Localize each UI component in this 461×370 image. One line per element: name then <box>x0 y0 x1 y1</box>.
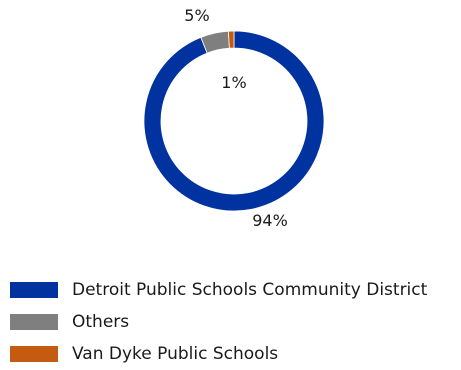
slice-labels: 94% 5% 1% <box>184 6 287 230</box>
donut-slices <box>143 30 325 212</box>
slice-label-van-dyke: 1% <box>221 73 246 92</box>
legend-label-others: Others <box>72 312 130 332</box>
legend-item-detroit: Detroit Public Schools Community Distric… <box>10 274 461 306</box>
legend-swatch-others <box>10 314 58 330</box>
legend-item-others: Others <box>10 306 461 338</box>
legend-item-van-dyke: Van Dyke Public Schools <box>10 338 461 370</box>
slice-van-dyke <box>227 30 235 49</box>
slice-detroit <box>143 30 325 212</box>
slice-label-detroit: 94% <box>252 211 288 230</box>
legend-label-van-dyke: Van Dyke Public Schools <box>72 344 279 364</box>
legend-swatch-van-dyke <box>10 346 58 362</box>
donut-chart: 94% 5% 1% <box>143 6 325 230</box>
legend-swatch-detroit <box>10 282 58 298</box>
legend-label-detroit: Detroit Public Schools Community Distric… <box>72 280 428 300</box>
slice-label-others: 5% <box>184 6 209 25</box>
chart-legend: Detroit Public Schools Community Distric… <box>10 274 461 370</box>
